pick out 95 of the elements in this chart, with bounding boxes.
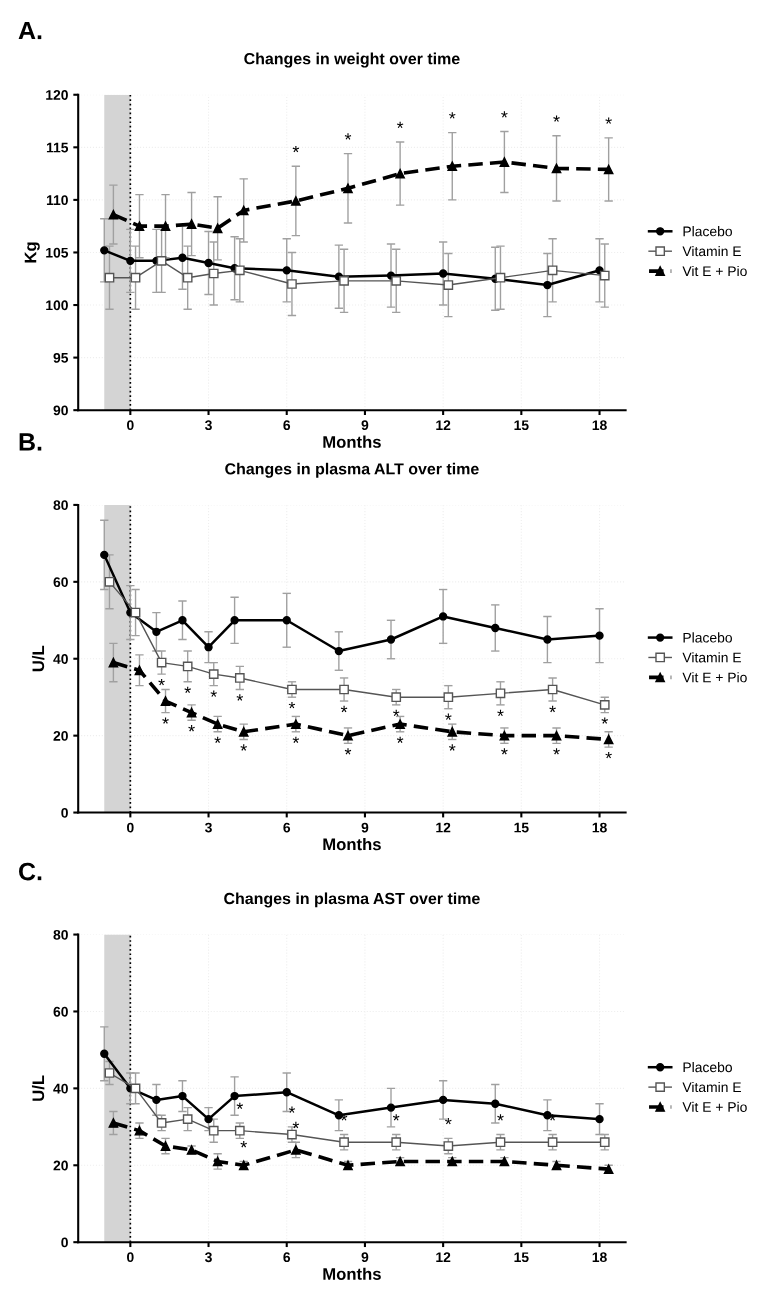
x-tick-label: 15: [514, 420, 529, 431]
annotation: *: [553, 748, 560, 755]
annotation: *: [210, 690, 217, 697]
text: B.: [19, 433, 42, 451]
annotation: *: [445, 1118, 452, 1125]
annotation: *: [449, 112, 456, 119]
annotation: *: [292, 145, 300, 153]
x-tick-label: 3: [204, 1252, 212, 1263]
y-tick-label: 40: [53, 654, 68, 664]
annotation: *: [396, 736, 404, 743]
x-tick-label: 12: [436, 822, 451, 833]
annotation: *: [449, 744, 456, 751]
annotation: *: [236, 694, 244, 701]
legend-label: Vitamin E: [682, 245, 741, 257]
annotation: *: [292, 736, 300, 743]
x-tick-label: 9: [361, 1252, 369, 1263]
chart-title: Changes in plasma ALT over time: [225, 462, 479, 478]
y-tick-label: 60: [53, 1006, 68, 1017]
y-tick-label: 80: [53, 500, 68, 511]
x-tick-label: 6: [283, 420, 291, 431]
text: A.: [18, 21, 42, 40]
y-axis-title: Kg: [24, 242, 40, 263]
annotation: *: [162, 717, 169, 724]
y-tick-label: 0: [61, 1237, 68, 1248]
annotation: *: [601, 717, 608, 724]
y-tick-label: 90: [53, 405, 68, 416]
y-tick-label: 20: [53, 730, 68, 741]
y-axis-title: U/L: [31, 1075, 45, 1101]
legend-label: Vit E + Pio: [682, 1101, 747, 1112]
y-tick-label: 60: [53, 577, 68, 587]
legend-label: Vitamin E: [682, 652, 741, 663]
y-tick-label: 95: [53, 352, 69, 363]
y-tick-label: 120: [46, 90, 68, 100]
y-tick-label: 100: [46, 300, 68, 311]
annotation: *: [214, 736, 221, 743]
annotation: *: [445, 713, 452, 720]
x-tick-label: 18: [592, 822, 607, 833]
annotation: *: [605, 117, 612, 124]
x-tick-label: 9: [361, 822, 369, 833]
annotation: *: [497, 709, 504, 717]
y-tick-label: 110: [46, 195, 68, 206]
x-tick-label: 0: [127, 420, 134, 431]
x-tick-label: 18: [592, 1252, 607, 1263]
legend-label: Vit E + Pio: [682, 265, 747, 277]
y-axis-title: U/L: [31, 645, 45, 672]
y-tick-label: 40: [53, 1083, 68, 1094]
x-tick-label: 15: [514, 822, 529, 833]
annotation: *: [392, 709, 400, 717]
annotation: *: [236, 1102, 244, 1109]
annotation: *: [340, 705, 348, 713]
x-tick-label: 12: [436, 420, 451, 430]
annotation: *: [288, 702, 296, 709]
annotation: *: [392, 1114, 400, 1121]
x-axis-title: Months: [323, 435, 381, 448]
annotation: *: [184, 686, 191, 693]
legend-label: Vit E + Pio: [682, 672, 747, 683]
annotation: *: [292, 1121, 300, 1129]
text: C.: [19, 862, 42, 881]
annotation: *: [188, 725, 195, 732]
chart-title: Changes in weight over time: [244, 52, 460, 68]
x-tick-label: 3: [204, 822, 212, 833]
annotation: *: [240, 744, 247, 751]
x-tick-label: 9: [361, 420, 369, 431]
x-tick-label: 12: [436, 1252, 451, 1262]
y-tick-label: 80: [53, 929, 68, 940]
x-tick-label: 15: [514, 1252, 529, 1263]
annotation: *: [288, 1106, 296, 1113]
x-axis-title: Months: [323, 1267, 381, 1280]
annotation: *: [501, 748, 508, 755]
legend-label: Placebo: [683, 632, 732, 643]
y-tick-label: 115: [46, 142, 69, 153]
annotation: *: [549, 705, 556, 713]
y-tick-label: 0: [61, 807, 68, 818]
chart-title: Changes in plasma AST over time: [224, 892, 480, 908]
x-tick-label: 0: [127, 822, 134, 833]
annotation: *: [553, 115, 560, 122]
legend-label: Placebo: [683, 1062, 732, 1073]
legend-label: Vitamin E: [682, 1081, 741, 1093]
annotation: *: [240, 1141, 247, 1148]
x-tick-label: 18: [592, 420, 607, 431]
annotation: *: [344, 748, 352, 755]
y-tick-label: 105: [46, 247, 69, 258]
y-tick-label: 20: [53, 1160, 68, 1171]
annotation: *: [344, 133, 352, 140]
legend-label: Placebo: [683, 226, 732, 237]
x-tick-label: 6: [283, 822, 291, 833]
x-tick-label: 3: [204, 420, 212, 431]
x-tick-label: 6: [283, 1252, 291, 1263]
annotation: *: [497, 1114, 504, 1121]
annotation: *: [396, 121, 404, 129]
annotation: *: [158, 678, 165, 686]
annotation: *: [501, 111, 508, 118]
x-tick-label: 0: [127, 1252, 134, 1263]
annotation: *: [605, 752, 612, 759]
x-axis-title: Months: [323, 838, 381, 851]
